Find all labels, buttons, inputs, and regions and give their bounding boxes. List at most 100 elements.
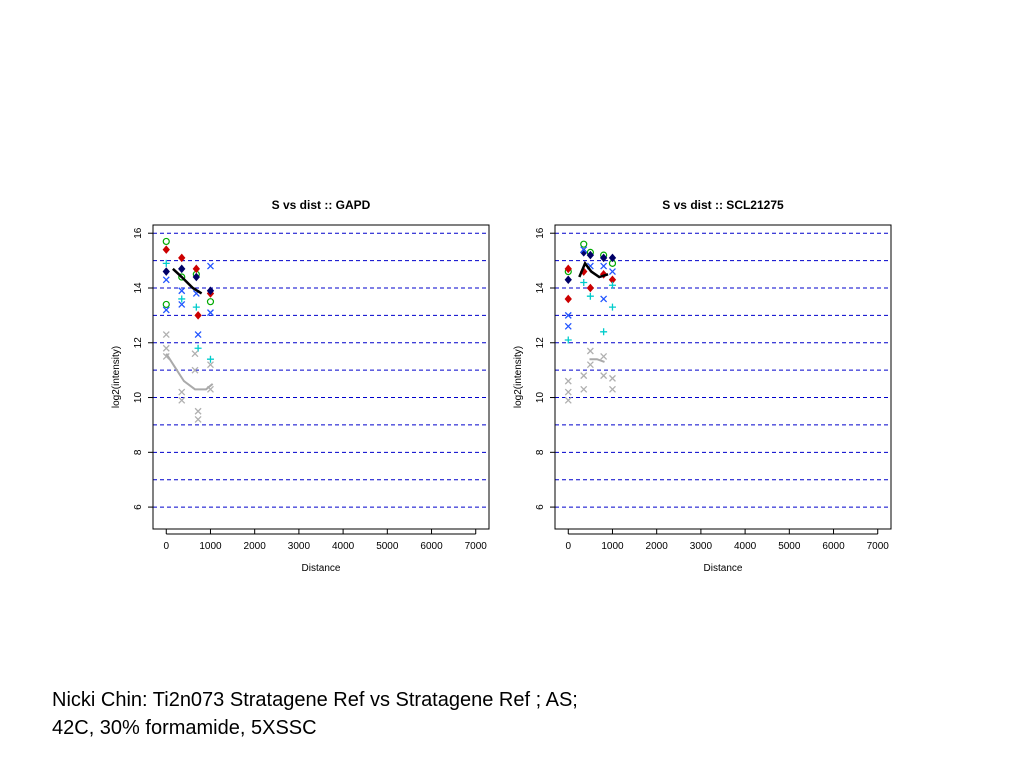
data-point [194, 344, 202, 352]
data-point [600, 295, 608, 303]
data-point [162, 344, 170, 352]
y-tick-label: 16 [133, 227, 144, 239]
x-tick-label: 0 [565, 541, 571, 552]
x-tick-label: 5000 [778, 541, 801, 552]
data-point [178, 300, 186, 308]
data-point [580, 279, 588, 287]
data-point [194, 415, 202, 423]
data-point [600, 352, 608, 360]
plot-frame [554, 224, 892, 530]
data-point [192, 303, 200, 311]
lowess-line [172, 267, 203, 295]
y-axis-label: log2(intensity) [111, 346, 122, 408]
x-tick-label: 3000 [288, 541, 311, 552]
data-point [162, 245, 170, 254]
x-tick-label: 4000 [734, 541, 757, 552]
data-point [178, 253, 186, 263]
data-point [191, 350, 199, 358]
data-point [564, 264, 572, 274]
y-tick-label: 8 [535, 449, 546, 455]
data-point [600, 372, 608, 380]
data-point [586, 347, 594, 355]
data-point [564, 336, 572, 344]
data-point [206, 355, 214, 363]
data-point [162, 306, 170, 314]
data-point [162, 259, 170, 267]
x-tick-label: 3000 [690, 541, 713, 552]
data-point [586, 250, 595, 260]
data-point [162, 276, 170, 284]
data-point [194, 407, 202, 415]
x-tick-label: 2000 [244, 541, 267, 552]
data-point [178, 295, 186, 303]
y-tick-label: 6 [133, 504, 144, 510]
scatter-plot-scl21275: S vs dist :: SCL21275 0 1000 2000 3000 4000 50… [502, 185, 922, 585]
data-point [564, 294, 572, 304]
y-tick-label: 10 [535, 392, 546, 404]
data-point [194, 331, 202, 339]
chart-title: S vs dist :: GAPD [272, 198, 371, 212]
slide-caption: Nicki Chin: Ti2n073 Stratagene Ref vs St… [52, 686, 952, 742]
x-tick-label: 5000 [376, 541, 399, 552]
data-point [580, 372, 588, 380]
data-point [162, 300, 170, 309]
data-point [162, 237, 170, 246]
data-point [580, 385, 588, 393]
x-tick-label: 4000 [332, 541, 355, 552]
data-point [564, 377, 572, 385]
caption-line-1: Nicki Chin: Ti2n073 Stratagene Ref vs St… [52, 689, 578, 711]
x-tick-label: 6000 [822, 541, 845, 552]
data-point [586, 283, 595, 293]
data-point [178, 264, 186, 274]
data-point [194, 311, 202, 320]
data-point [207, 262, 214, 270]
y-tick-label: 16 [535, 227, 546, 239]
x-axis-label: Distance [704, 563, 743, 574]
data-point [206, 286, 215, 295]
data-point [178, 287, 186, 295]
data-point [609, 268, 616, 276]
data-point [178, 388, 186, 396]
data-point [162, 331, 170, 339]
y-axis-label: log2(intensity) [513, 346, 524, 408]
y-tick-label: 14 [535, 282, 546, 294]
data-point [192, 272, 200, 282]
data-point [207, 361, 214, 369]
data-point [600, 262, 608, 270]
data-point [609, 374, 616, 382]
data-point [580, 246, 588, 254]
data-point [564, 322, 572, 330]
caption-line-2: 42C, 30% formamide, 5XSSC [52, 717, 317, 739]
x-axis-label: Distance [302, 563, 341, 574]
data-point [599, 253, 608, 263]
data-point [178, 273, 186, 281]
y-tick-label: 6 [535, 504, 546, 510]
y-tick-label: 12 [133, 337, 144, 349]
data-point [609, 385, 616, 393]
y-tick-label: 8 [133, 449, 144, 455]
data-point [564, 396, 572, 404]
x-tick-label: 0 [163, 541, 169, 552]
x-tick-label: 6000 [420, 541, 443, 552]
lowess-line [165, 353, 214, 391]
x-tick-label: 1000 [199, 541, 222, 552]
data-point [608, 303, 616, 311]
data-point [162, 267, 170, 276]
y-tick-label: 10 [133, 392, 144, 404]
data-point [564, 311, 572, 319]
data-point [564, 388, 572, 396]
data-point [608, 253, 617, 263]
data-point [580, 240, 588, 248]
lowess-line [589, 358, 605, 363]
data-point [191, 366, 199, 374]
y-tick-label: 14 [133, 282, 144, 294]
chart-title: S vs dist :: SCL21275 [662, 198, 784, 212]
x-tick-label: 7000 [465, 541, 488, 552]
data-point [178, 396, 186, 404]
data-point [207, 309, 214, 317]
data-point [586, 361, 594, 369]
